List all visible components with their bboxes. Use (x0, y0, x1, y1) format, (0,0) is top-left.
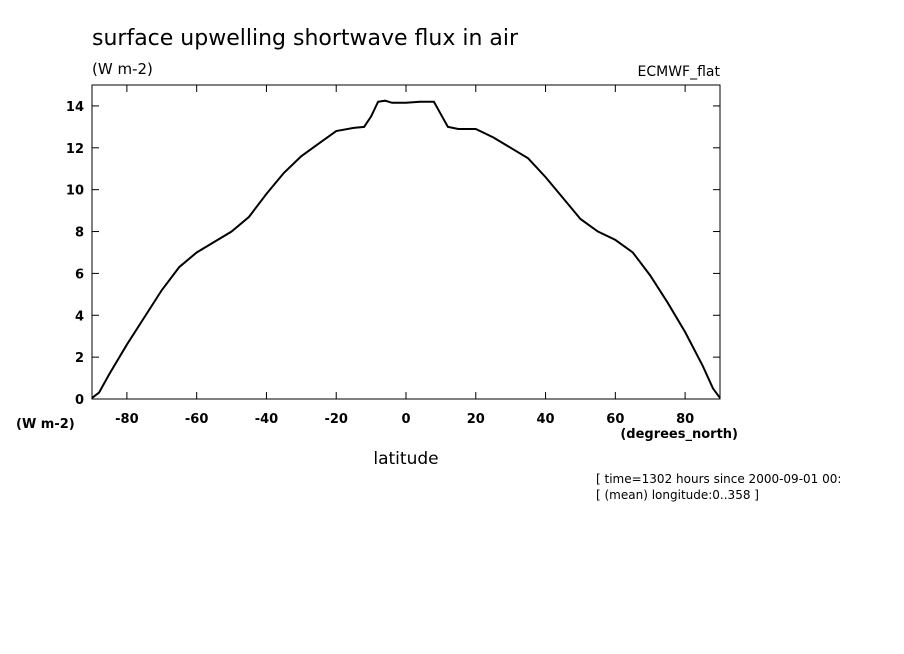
x-tick-label: 80 (676, 412, 694, 427)
chart-subtitle: (W m-2) (92, 60, 153, 78)
x-tick-label: -80 (115, 412, 139, 427)
dataset-label: ECMWF_flat (638, 64, 721, 80)
x-tick-label: -40 (255, 412, 279, 427)
annotation: [ (mean) longitude:0..358 ] (596, 488, 759, 502)
y-tick-label: 12 (66, 142, 84, 157)
y-tick-label: 4 (75, 309, 84, 324)
y-tick-label: 2 (75, 351, 84, 366)
x-tick-label: 40 (537, 412, 555, 427)
x-tick-label: -20 (324, 412, 348, 427)
x-axis-units: (degrees_north) (620, 427, 738, 442)
data-line (91, 99, 721, 399)
x-tick-label: -60 (185, 412, 209, 427)
y-axis-units: (W m-2) (16, 417, 75, 432)
y-tick-label: 8 (75, 226, 84, 241)
x-tick-label: 0 (401, 412, 410, 427)
x-axis-title: latitude (373, 449, 438, 469)
y-tick-label: 0 (75, 393, 84, 408)
annotation: [ time=1302 hours since 2000-09-01 00: (596, 472, 841, 486)
y-tick-label: 6 (75, 267, 84, 282)
chart-title: surface upwelling shortwave flux in air (92, 26, 519, 51)
plot-frame (91, 84, 721, 400)
y-tick-label: 14 (66, 100, 84, 115)
y-tick-label: 10 (66, 184, 84, 199)
x-tick-label: 20 (467, 412, 485, 427)
x-tick-label: 60 (606, 412, 624, 427)
